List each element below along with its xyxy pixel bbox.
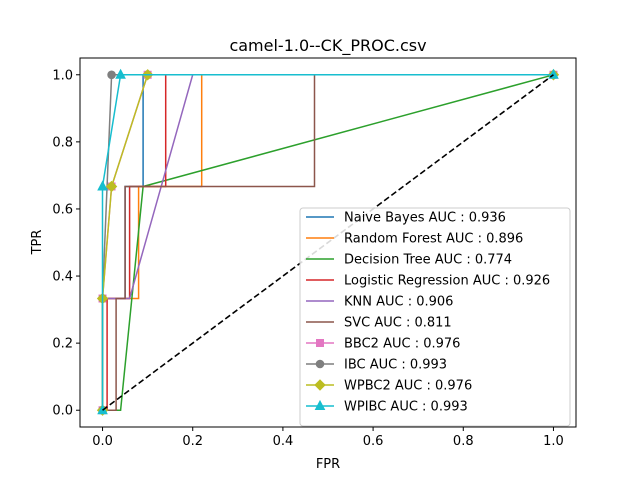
legend: Naive Bayes AUC : 0.936 Random Forest AUC… — [299, 207, 571, 427]
series-marker — [314, 399, 326, 410]
x-tick-label: 0.4 — [273, 434, 294, 449]
series-marker — [105, 180, 118, 193]
chart-title: camel-1.0--CK_PROC.csv — [229, 36, 426, 56]
y-axis-ticks: 0.0 0.2 0.4 0.6 0.8 1.0 — [52, 68, 80, 419]
y-axis-label: TPR — [30, 230, 45, 256]
x-tick-label: 0.8 — [453, 434, 474, 449]
series-5 — [102, 74, 554, 411]
legend-box — [299, 207, 571, 427]
series-marker — [115, 68, 126, 79]
x-tick-label: 0.0 — [92, 434, 113, 449]
y-tick-label: 0.8 — [52, 135, 73, 150]
legend-label: WPIBC AUC : 0.993 — [344, 400, 468, 415]
legend-label: IBC AUC : 0.993 — [344, 358, 447, 373]
legend-label: WPBC2 AUC : 0.976 — [344, 379, 472, 394]
series-marker — [107, 70, 116, 80]
x-axis-ticks: 0.0 0.2 0.4 0.6 0.8 1.0 — [92, 427, 564, 449]
y-tick-label: 0.4 — [52, 270, 73, 285]
y-tick-label: 1.0 — [52, 68, 73, 83]
x-tick-label: 0.2 — [182, 434, 203, 449]
series-line — [101, 74, 554, 411]
series-marker — [314, 379, 326, 391]
y-tick-label: 0.2 — [52, 337, 73, 352]
plot-frame — [79, 57, 577, 428]
series-marker — [316, 339, 324, 347]
legend-label: Decision Tree AUC : 0.774 — [344, 253, 512, 268]
x-axis-label: FPR — [316, 457, 340, 472]
x-tick-label: 0.6 — [363, 434, 384, 449]
legend-label: KNN AUC : 0.906 — [344, 295, 453, 310]
series-3 — [102, 74, 554, 411]
legend-label: Random Forest AUC : 0.896 — [344, 232, 523, 247]
x-tick-label: 1.0 — [543, 434, 564, 449]
y-tick-label: 0.0 — [52, 404, 73, 419]
legend-label: Naive Bayes AUC : 0.936 — [344, 211, 506, 226]
legend-label: Logistic Regression AUC : 0.926 — [344, 274, 550, 289]
series-marker — [315, 359, 325, 369]
legend-label: SVC AUC : 0.811 — [344, 316, 452, 331]
y-tick-label: 0.6 — [52, 202, 73, 217]
series-line — [102, 74, 554, 411]
series-marker — [97, 180, 108, 191]
legend-label: BBC2 AUC : 0.976 — [344, 337, 460, 352]
series-line — [102, 74, 554, 411]
